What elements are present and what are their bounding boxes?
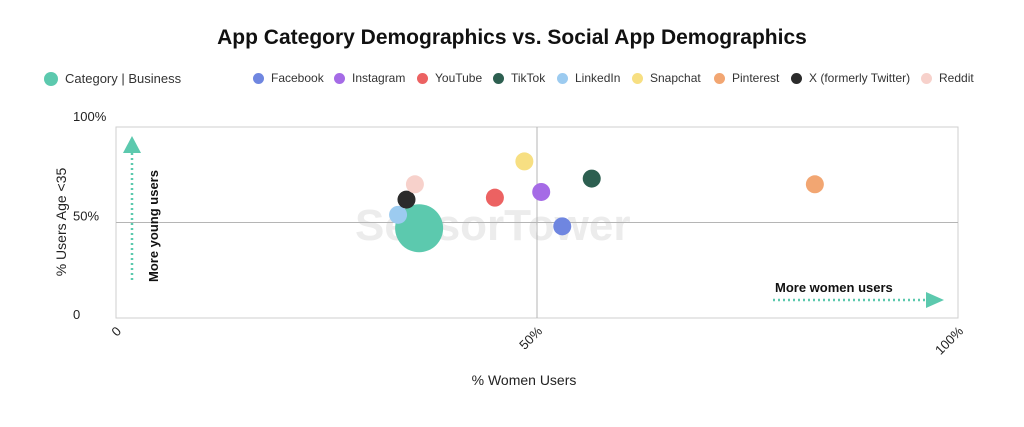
legend-swatch <box>44 71 58 86</box>
legend-item: Facebook <box>253 71 324 85</box>
legend-swatch <box>791 72 802 84</box>
point-linkedin <box>389 205 408 224</box>
women-users-annotation: More women users <box>775 280 893 295</box>
x-tick-label: 0 <box>108 324 124 340</box>
legend-swatch <box>493 72 504 84</box>
point-pinterest <box>805 175 824 194</box>
young-users-annotation: More young users <box>146 170 161 282</box>
point-category-business <box>395 204 444 253</box>
legend-item: YouTube <box>417 71 482 85</box>
x-tick-label: 50% <box>516 323 545 352</box>
y-axis-label: % Users Age <35 <box>53 168 69 277</box>
legend-item: Snapchat <box>632 71 701 85</box>
legend-label: Category | Business <box>65 71 182 86</box>
point-tiktok <box>582 169 601 188</box>
y-tick-label: 100% <box>73 109 107 124</box>
point-youtube <box>485 188 504 207</box>
legend-item: Pinterest <box>714 71 779 85</box>
x-axis-label: % Women Users <box>472 372 577 388</box>
y-tick-label: 50% <box>73 209 99 224</box>
legend-item: Instagram <box>334 71 405 85</box>
legend-item: TikTok <box>493 71 545 85</box>
legend-swatch <box>253 72 264 84</box>
legend-label: Snapchat <box>650 71 701 85</box>
legend-item: X (formerly Twitter) <box>791 71 910 85</box>
legend-label: LinkedIn <box>575 71 621 85</box>
legend-label: Reddit <box>939 71 974 85</box>
legend-swatch <box>921 72 932 84</box>
legend-item: LinkedIn <box>557 71 620 85</box>
legend-label: TikTok <box>511 71 546 85</box>
legend-swatch <box>557 72 568 84</box>
legend-item: Reddit <box>921 71 974 85</box>
point-reddit <box>405 175 424 194</box>
legend-swatch <box>417 72 428 84</box>
x-tick-label: 100% <box>932 323 966 357</box>
point-facebook <box>553 217 572 236</box>
legend-label: YouTube <box>435 71 483 85</box>
legend-label: Pinterest <box>732 71 780 85</box>
legend: Category | Business Facebook Instagram YouT… <box>0 71 1024 91</box>
point-x-formerly-twitter <box>397 190 416 209</box>
legend-swatch <box>714 72 725 84</box>
legend-swatch <box>632 72 643 84</box>
point-snapchat <box>515 152 534 171</box>
legend-item: Category | Business <box>44 71 181 86</box>
young-arrow-head <box>123 136 141 153</box>
y-tick-label: 0 <box>73 307 80 322</box>
legend-swatch <box>334 72 345 84</box>
point-instagram <box>532 182 551 201</box>
women-arrow-head <box>926 292 944 308</box>
legend-label: Instagram <box>352 71 406 85</box>
chart-title: App Category Demographics vs. Social App… <box>217 26 807 49</box>
legend-label: Facebook <box>271 71 324 85</box>
legend-label: X (formerly Twitter) <box>809 71 911 85</box>
